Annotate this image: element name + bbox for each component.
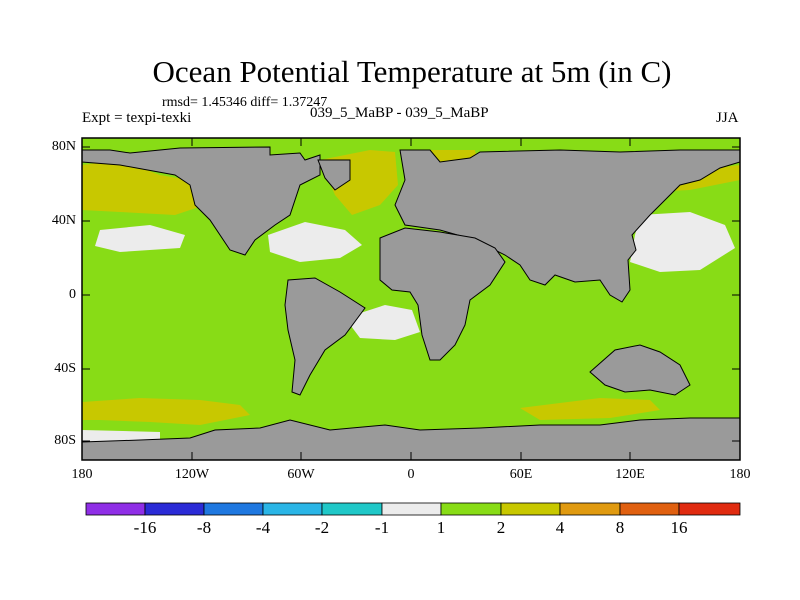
colorbar-label-neg2: -2 — [314, 518, 330, 537]
south-america — [284, 277, 366, 396]
north-pacific-warm-band — [82, 160, 205, 215]
antarctic-neutral-strip-west — [82, 430, 160, 442]
colorbar-swatch-10 — [619, 502, 680, 516]
colorbar-label-4: 4 — [555, 518, 565, 537]
colorbar-swatch-2 — [144, 502, 205, 516]
colorbar-label-2: 2 — [496, 518, 506, 537]
rmsd-diff-stats: rmsd= 1.45346 diff= 1.37247 — [162, 95, 328, 110]
colorbar — [85, 502, 741, 516]
neutral-patches — [82, 212, 740, 444]
lon-label-60e: 60E — [509, 467, 533, 482]
south-atlantic-neutral-patch — [345, 305, 420, 340]
lat-label-40s: 40S — [54, 361, 76, 376]
axis-ticks — [82, 138, 740, 460]
lon-label-120w: 120W — [174, 467, 210, 482]
run-comparison-label: 039_5_MaBP - 039_5_MaBP — [310, 105, 489, 121]
northwest-pacific-neutral-patch — [630, 212, 735, 272]
lat-label-40n: 40N — [51, 213, 76, 228]
africa — [379, 227, 506, 361]
season-label: JJA — [716, 110, 739, 126]
north-atlantic-neutral-patch — [268, 222, 362, 262]
colorbar-swatch-8 — [500, 502, 561, 516]
land-masses — [81, 146, 741, 461]
greenland — [317, 159, 351, 191]
colorbar-label-neg4: -4 — [255, 518, 271, 537]
colorbar-label-8: 8 — [615, 518, 625, 537]
lon-label-180e: 180 — [729, 467, 751, 482]
lon-label-120e: 120E — [615, 467, 645, 482]
colorbar-label-neg1: -1 — [374, 518, 390, 537]
colorbar-swatch-11 — [678, 502, 741, 516]
colorbar-swatch-4 — [262, 502, 323, 516]
lon-label-0: 0 — [407, 467, 415, 482]
colorbar-swatch-6 — [381, 502, 442, 516]
colorbar-label-1: 1 — [436, 518, 446, 537]
colorbar-swatch-5 — [321, 502, 383, 516]
map-title: Ocean Potential Temperature at 5m (in C) — [152, 54, 672, 89]
lon-label-180w: 180 — [71, 467, 93, 482]
lon-label-60w: 60W — [287, 467, 315, 482]
colorbar-label-16: 16 — [670, 518, 688, 537]
colorbar-swatch-7 — [440, 502, 502, 516]
colorbar-label-neg8: -8 — [196, 518, 212, 537]
colorbar-swatch-1 — [85, 502, 146, 516]
australia — [589, 344, 691, 396]
lat-label-80n: 80N — [51, 139, 76, 154]
lat-label-0: 0 — [69, 287, 76, 302]
southern-pacific-warm-band — [82, 398, 250, 425]
north-pacific-neutral-patch — [95, 225, 185, 252]
colorbar-label-neg16: -16 — [133, 518, 157, 537]
north-america — [81, 146, 321, 256]
southern-indian-warm-band — [520, 398, 660, 420]
colorbar-swatch-9 — [559, 502, 621, 516]
experiment-label: Expt = texpi-texki — [82, 110, 192, 126]
colorbar-swatch-3 — [203, 502, 264, 516]
lat-label-80s: 80S — [54, 433, 76, 448]
